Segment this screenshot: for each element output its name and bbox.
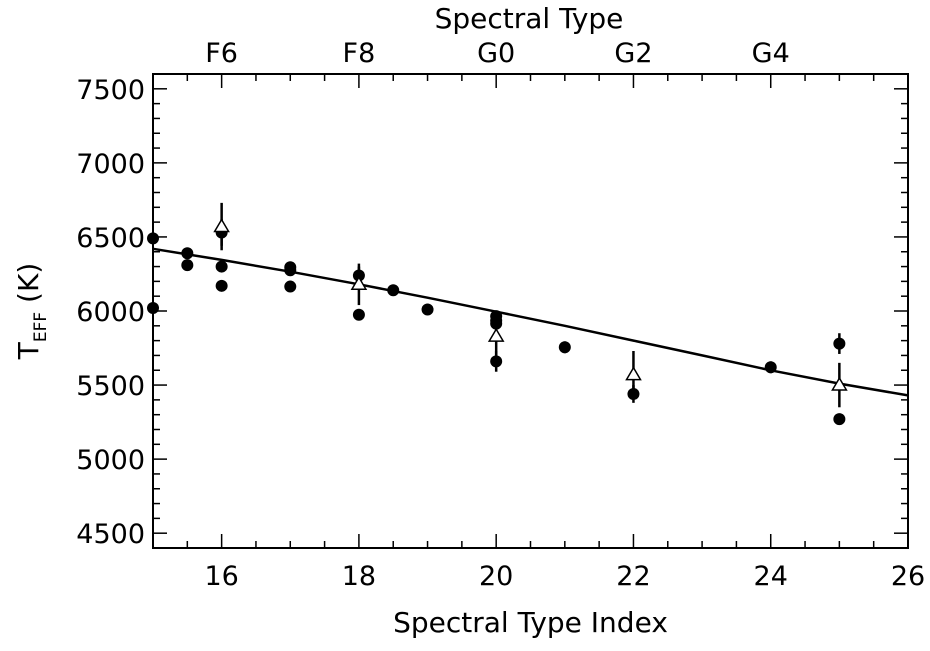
- y-axis-title-unit: (K): [12, 263, 45, 312]
- data-point: [833, 337, 846, 350]
- y-tick-label: 6500: [76, 223, 145, 254]
- triangle-point: [487, 327, 505, 342]
- top-tick-label: G0: [477, 38, 515, 69]
- top-tick-label: G4: [752, 38, 790, 69]
- x-tick-label: 22: [616, 561, 650, 592]
- triangle-point: [831, 376, 848, 391]
- top-tick-label: F8: [343, 38, 376, 69]
- top-tick-label: F6: [205, 38, 238, 69]
- data-point: [421, 303, 434, 316]
- y-tick-label: 7000: [76, 149, 145, 180]
- y-tick-label: 5000: [76, 445, 145, 476]
- fit-curve: [152, 247, 909, 397]
- x-tick-label: 20: [479, 561, 513, 592]
- data-point: [147, 232, 159, 245]
- data-point: [490, 355, 503, 368]
- top-tick-label: G2: [614, 38, 652, 69]
- x-tick-label: 16: [204, 561, 238, 592]
- data-point: [284, 264, 297, 277]
- x-tick-label: 24: [754, 561, 788, 592]
- x-tick-label: 18: [342, 561, 376, 592]
- data-point: [558, 341, 571, 354]
- data-point: [181, 259, 194, 272]
- triangle-point: [625, 366, 642, 381]
- x-tick-label: 26: [891, 561, 925, 592]
- y-tick-label: 4500: [76, 519, 145, 550]
- y-tick-label: 5500: [76, 371, 145, 402]
- top-axis-title: Spectral Type: [435, 2, 624, 35]
- data-point: [627, 387, 640, 400]
- data-point: [833, 413, 846, 426]
- data-point: [387, 284, 400, 297]
- y-tick-label: 6000: [76, 297, 145, 328]
- y-axis-title-subscript: EFF: [31, 312, 51, 342]
- data-point: [352, 308, 365, 321]
- data-point: [215, 260, 228, 273]
- data-point: [284, 280, 297, 293]
- y-tick-label: 7500: [76, 75, 145, 106]
- x-axis-title: Spectral Type Index: [393, 606, 668, 639]
- y-axis-title-main: T: [12, 341, 45, 360]
- data-point: [764, 361, 777, 374]
- data-point: [181, 247, 194, 260]
- data-point: [352, 269, 365, 282]
- y-axis-title: TEFF (K): [12, 263, 51, 361]
- triangle-point: [350, 275, 368, 290]
- plot-frame: [152, 73, 909, 549]
- data-point: [490, 317, 503, 330]
- y-axis-title-text: TEFF (K): [12, 263, 51, 361]
- data-point: [147, 302, 159, 315]
- data-point: [215, 279, 228, 292]
- triangle-point: [213, 218, 230, 233]
